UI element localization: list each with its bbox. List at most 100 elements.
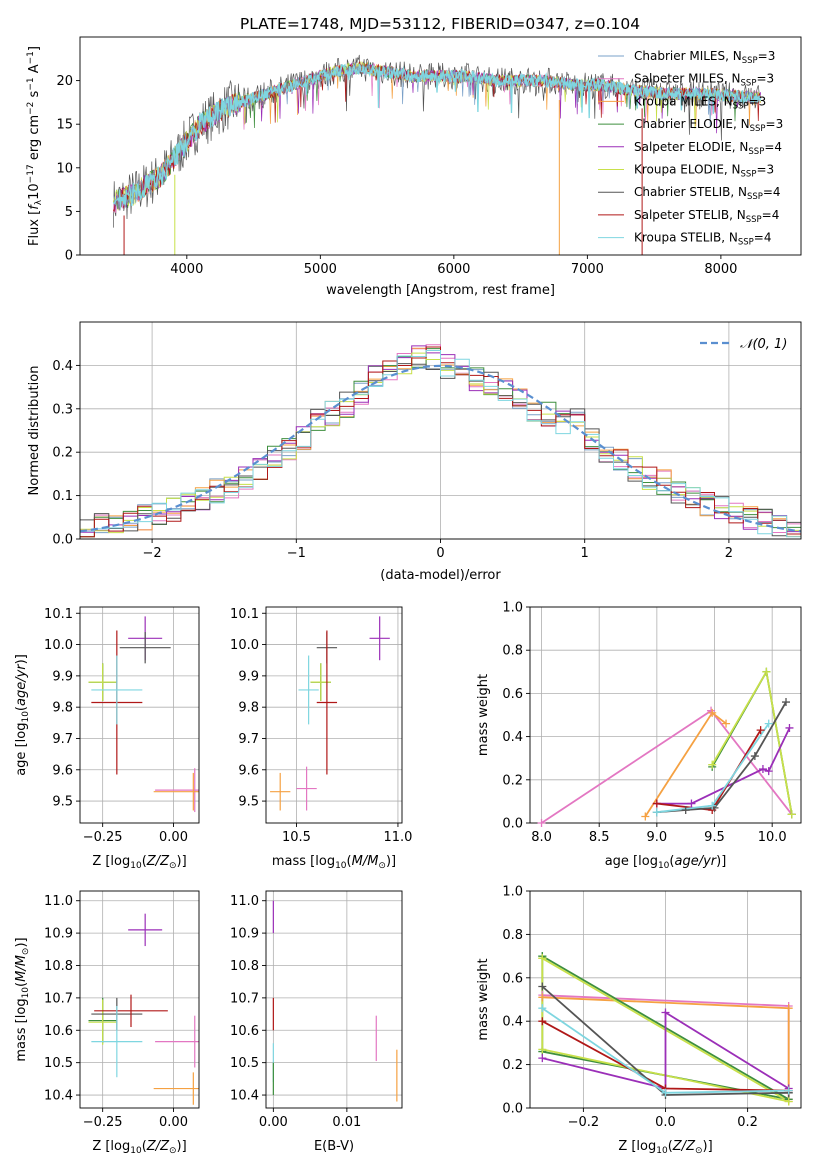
y-tick-label: 9.9 — [238, 669, 259, 684]
x-tick-label: −0.25 — [83, 1115, 123, 1130]
legend-label: Chabrier ELODIE, NSSP=3 — [634, 117, 783, 134]
y-tick-label: 9.6 — [238, 763, 259, 778]
x-tick-label: 0.00 — [159, 1115, 188, 1130]
legend-label: Chabrier STELIB, NSSP=4 — [634, 185, 781, 202]
legend-label: Kroupa ELODIE, NSSP=3 — [634, 163, 774, 180]
mass-weight-marker — [722, 719, 731, 728]
y-tick-label: 10.6 — [230, 1024, 259, 1039]
mass-weight-marker — [681, 806, 690, 815]
y-tick-label: 10.0 — [230, 638, 259, 653]
y-tick-label: 10.9 — [230, 927, 259, 942]
mass-weight-marker — [784, 1004, 793, 1013]
x-tick-label: 9.5 — [704, 830, 725, 845]
x-tick-label: 4000 — [170, 262, 203, 277]
y-tick-label: 0.0 — [502, 1102, 523, 1117]
mass-weight-marker — [762, 667, 771, 676]
mass-weight-marker — [538, 1045, 547, 1054]
plot-area-residual-histogram — [80, 344, 801, 538]
y-tick-label: 1.0 — [502, 601, 523, 616]
x-tick-label: 0 — [436, 546, 444, 561]
mass-weight-marker — [538, 954, 547, 963]
y-tick-label: 0.8 — [502, 644, 523, 659]
axes-ebv-vs-mass: 0.00 0.01 10.4 10.5 10.6 10.7 10.8 10.9 11.0 E(B-… — [230, 890, 403, 1154]
y-tick-label: 10.5 — [44, 1056, 73, 1071]
y-tick-label: 11.0 — [44, 894, 73, 909]
mass-weight-marker — [708, 760, 717, 769]
plot-area-age-vs-mass-weight — [541, 669, 793, 823]
mass-weight-marker — [764, 719, 773, 728]
mass-weight-marker — [785, 723, 794, 732]
x-axis-label: wavelength [Angstrom, rest frame] — [326, 283, 555, 298]
y-tick-label: 10.4 — [230, 1089, 259, 1104]
y-tick-label: 0.4 — [502, 730, 523, 745]
y-tick-label: 11.0 — [230, 894, 259, 909]
x-tick-label: 8000 — [704, 262, 737, 277]
y-tick-label: 9.9 — [52, 669, 73, 684]
axes-frame — [265, 606, 403, 824]
plot-area-mass-vs-age — [270, 616, 390, 811]
y-tick-label: 9.8 — [238, 701, 259, 716]
axes-spectrum: 4000 5000 6000 7000 8000 0 5 10 15 20 Chabrier MIL… — [26, 36, 802, 298]
mass-weight-marker — [784, 1086, 793, 1095]
y-tick-label: 1.0 — [502, 885, 523, 900]
y-tick-label: 9.7 — [52, 732, 73, 747]
mass-weight-marker — [782, 698, 791, 707]
mass-weight-marker — [537, 819, 546, 827]
legend-label: Kroupa MILES, NSSP=3 — [634, 94, 766, 111]
y-tick-label: 10.8 — [230, 959, 259, 974]
x-tick-label: 10.0 — [758, 830, 787, 845]
y-tick-label: 10.7 — [44, 991, 73, 1006]
legend-label: Kroupa STELIB, NSSP=4 — [634, 231, 772, 248]
axes-z-vs-mass: −0.25 0.00 10.4 10.5 10.6 10.7 10.8 10.9 11.0 Z [… — [14, 890, 200, 1156]
axes-frame — [529, 606, 802, 824]
y-tick-label: 0.2 — [502, 773, 523, 788]
plot-area-z-vs-age — [88, 616, 199, 813]
y-tick-label: 10.7 — [230, 991, 259, 1006]
x-tick-label: 7000 — [571, 262, 604, 277]
x-axis-label: Z [log10(Z/Z⊙)] — [618, 1139, 712, 1156]
x-tick-label: 2 — [725, 546, 733, 561]
y-tick-label: 0.6 — [502, 971, 523, 986]
x-tick-label: −0.2 — [568, 1115, 600, 1130]
x-tick-label: 0.2 — [737, 1115, 758, 1130]
x-tick-label: −1 — [287, 546, 306, 561]
y-axis-label: Normed distribution — [27, 366, 42, 496]
x-axis-label: mass [log10(M/M⊙)] — [272, 854, 396, 871]
y-tick-label: 0.6 — [502, 687, 523, 702]
plot-area-z-vs-mass — [88, 913, 199, 1105]
x-tick-label: 8.0 — [531, 830, 552, 845]
mass-weight-marker — [538, 982, 547, 991]
y-axis-label: age [log10(age/yr)] — [14, 654, 31, 776]
y-tick-label: 0.1 — [52, 489, 73, 504]
x-tick-label: 0.00 — [259, 1115, 288, 1130]
mass-weight-marker — [787, 810, 796, 819]
y-tick-label: 10.1 — [230, 607, 259, 622]
y-tick-label: 10.9 — [44, 927, 73, 942]
mass-weight-series — [541, 709, 793, 823]
y-tick-label: 10.4 — [44, 1089, 73, 1104]
spectrum-legend: Chabrier MILES, NSSP=3 Salpeter MILES, NS… — [598, 49, 783, 248]
mass-weight-marker — [652, 808, 661, 817]
gaussian-curve — [80, 364, 801, 533]
legend-label: 𝒩(0, 1) — [740, 337, 787, 352]
y-tick-label: 15 — [56, 118, 73, 133]
x-tick-label: 8.5 — [589, 830, 610, 845]
y-axis-label: mass [log10(M/M⊙)] — [14, 937, 31, 1061]
mass-weight-marker — [661, 1008, 670, 1017]
y-tick-label: 0.8 — [502, 928, 523, 943]
mass-weight-marker — [764, 767, 773, 776]
mass-weight-marker — [538, 993, 547, 1002]
x-tick-label: 0.01 — [332, 1115, 361, 1130]
y-tick-label: 0.4 — [52, 359, 73, 374]
mass-weight-marker — [538, 1054, 547, 1063]
x-tick-label: 6000 — [437, 262, 470, 277]
axes-frame — [79, 606, 200, 824]
y-tick-label: 10.5 — [230, 1056, 259, 1071]
y-tick-label: 10.6 — [44, 1024, 73, 1039]
x-axis-label: Z [log10(Z/Z⊙)] — [92, 1139, 186, 1156]
mass-weight-marker — [708, 708, 717, 717]
legend-label: Salpeter ELODIE, NSSP=4 — [634, 140, 782, 157]
x-tick-label: 1 — [581, 546, 589, 561]
mass-weight-marker — [538, 1004, 547, 1013]
mass-weight-marker — [750, 752, 759, 761]
